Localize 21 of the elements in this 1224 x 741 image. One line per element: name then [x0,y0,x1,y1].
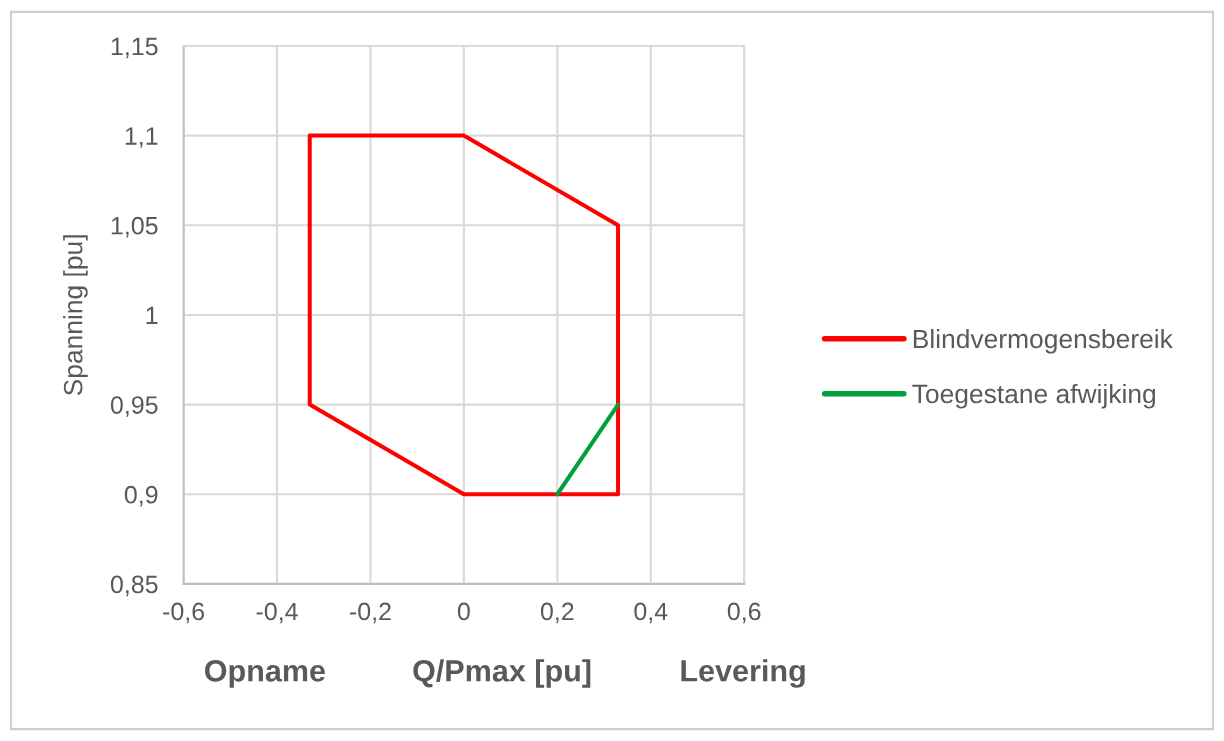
y-axis-title: Spanning [pu] [63,235,88,396]
x-tick-label: 0 [457,602,470,621]
x-axis-title: Q/Pmax [pu] [413,659,591,688]
x-tick-label: 0,4 [634,602,668,624]
y-tick-label: 1,1 [125,127,158,148]
x-tick-label: -0,4 [256,602,298,624]
y-tick-label: 1,15 [111,37,158,59]
y-tick-label: 1 [146,306,158,324]
y-tick-label: 0,9 [124,485,158,507]
text: Levering [681,659,805,688]
y-tick-label: 0,85 [110,575,158,597]
legend-label: Toegestane afwijking [912,383,1156,409]
x-tick-label: 0,2 [540,602,574,624]
line-series [307,133,621,497]
x-tick-label: 0,6 [727,602,761,624]
legend-label: Blindvermogensbereik [913,328,1173,354]
y-tick-label: 1,05 [111,216,158,238]
x-tick-label: -0,2 [350,602,391,624]
x-tick-label: -0,6 [163,602,205,624]
text: Opname [205,660,325,688]
y-tick-label: 0,95 [110,396,158,417]
